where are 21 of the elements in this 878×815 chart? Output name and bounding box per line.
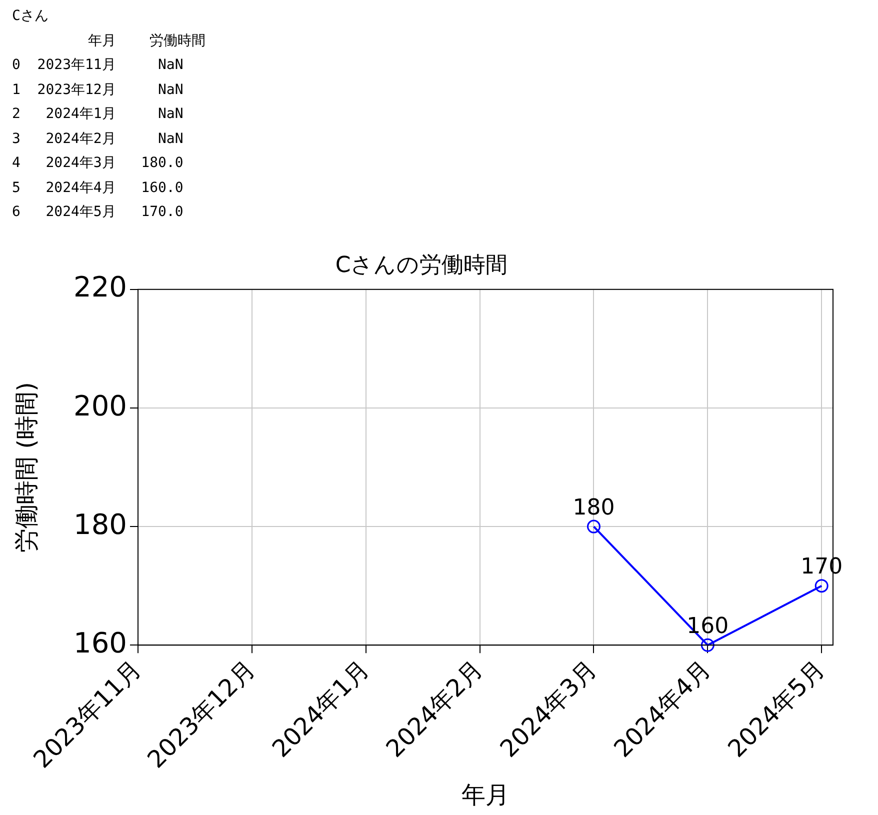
text: Cさん: [12, 8, 48, 24]
data-label: 180: [572, 495, 615, 520]
y-tick-label: 200: [74, 389, 127, 422]
point: [586, 520, 600, 534]
text: 4 2024年3月 180.0: [12, 155, 184, 171]
text: 1 2023年12月 NaN: [12, 82, 184, 98]
x-axis-title: 年月: [462, 780, 510, 809]
text: 年月 労働時間: [88, 32, 206, 48]
point: [814, 579, 828, 593]
point: [700, 638, 714, 652]
chart-title: Cさんの労働時間: [335, 252, 508, 278]
y-tick-label: 180: [74, 508, 127, 541]
text: 3 2024年2月 NaN: [12, 130, 184, 146]
text: 0 2023年11月 NaN: [12, 57, 184, 73]
y-axis-title: 労働時間 (時間): [12, 382, 41, 552]
text: 6 2024年5月 170.0: [12, 204, 184, 220]
text: 5 2024年4月 160.0: [12, 180, 184, 196]
y-tick-label: 160: [74, 626, 127, 660]
y-tick-label: 220: [74, 270, 127, 304]
data-label: 160: [686, 614, 729, 639]
text: 2 2024年1月 NaN: [12, 106, 184, 122]
